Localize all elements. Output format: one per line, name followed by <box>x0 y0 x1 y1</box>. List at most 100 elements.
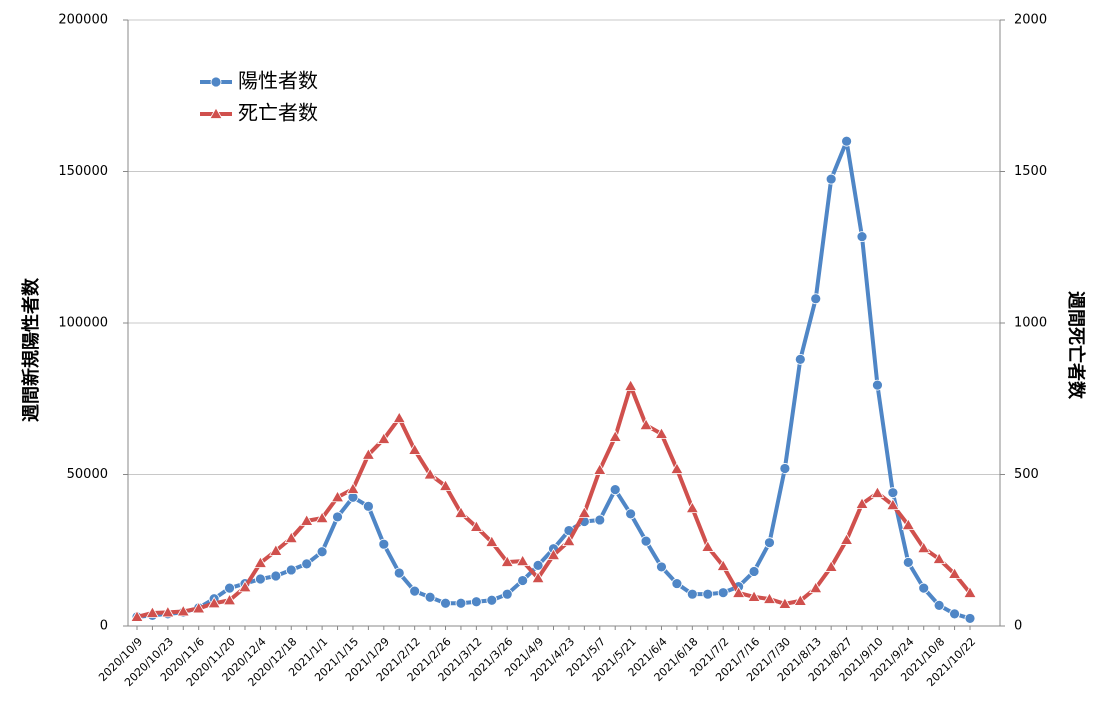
marker <box>886 498 900 511</box>
marker <box>501 588 513 600</box>
marker <box>130 610 144 622</box>
marker <box>378 538 390 550</box>
marker <box>918 582 930 594</box>
marker <box>594 514 606 526</box>
marker <box>577 506 592 518</box>
marker <box>299 514 314 526</box>
marker <box>362 500 374 512</box>
marker <box>285 564 297 576</box>
marker <box>856 231 868 243</box>
marker <box>176 604 190 617</box>
marker <box>593 463 607 475</box>
marker <box>809 581 823 594</box>
marker <box>269 544 283 556</box>
marker <box>161 605 175 618</box>
legend-marker <box>210 76 222 88</box>
marker <box>685 501 700 514</box>
marker <box>932 552 946 564</box>
marker <box>764 537 775 549</box>
marker <box>532 560 544 571</box>
marker <box>717 587 729 599</box>
y-tick-label: 150000 <box>58 164 108 179</box>
marker <box>640 535 652 547</box>
marker <box>346 482 360 494</box>
y2-tick-label: 1500 <box>1014 164 1047 179</box>
marker <box>424 591 436 603</box>
y-tick-label: 50000 <box>67 467 108 482</box>
marker <box>902 556 914 568</box>
marker <box>224 582 235 594</box>
y2-tick-label: 0 <box>1014 619 1022 634</box>
marker <box>747 590 761 602</box>
marker <box>284 531 298 544</box>
marker <box>392 411 406 424</box>
marker <box>933 599 945 611</box>
marker <box>485 535 499 547</box>
marker <box>377 432 391 444</box>
marker <box>562 534 576 547</box>
marker <box>486 594 498 606</box>
marker <box>656 561 667 573</box>
y2-tick-label: 1000 <box>1014 316 1047 331</box>
marker <box>702 588 714 600</box>
marker <box>793 594 808 606</box>
marker <box>470 596 482 608</box>
marker <box>455 597 467 609</box>
marker <box>670 462 684 474</box>
y-axis-title: 週間新規陽性者数 <box>20 277 42 422</box>
marker <box>716 559 730 571</box>
marker <box>870 486 885 498</box>
marker <box>839 533 854 545</box>
marker <box>145 606 160 618</box>
marker <box>207 596 221 609</box>
marker <box>440 597 451 609</box>
y-tick-label: 200000 <box>58 13 108 28</box>
marker <box>255 573 266 585</box>
y2-tick-label: 2000 <box>1014 13 1047 28</box>
marker <box>330 490 345 503</box>
marker <box>625 508 637 520</box>
marker <box>731 586 746 598</box>
marker <box>469 520 484 532</box>
marker <box>779 463 791 474</box>
marker <box>654 427 669 439</box>
legend-label: 陽性者数 <box>238 69 318 93</box>
marker <box>407 443 422 455</box>
marker <box>825 173 837 185</box>
marker <box>701 540 715 552</box>
marker <box>639 418 653 431</box>
marker <box>762 592 777 604</box>
marker <box>901 518 915 531</box>
marker <box>671 578 683 589</box>
marker <box>361 447 376 460</box>
marker <box>393 567 405 579</box>
marker <box>270 570 282 582</box>
marker <box>222 593 237 606</box>
y2-axis-title: 週間死亡者数 <box>1065 291 1087 400</box>
marker <box>841 135 852 147</box>
marker <box>500 555 514 567</box>
marker <box>515 554 530 567</box>
marker <box>332 511 343 523</box>
marker <box>546 548 561 560</box>
marker <box>454 506 468 518</box>
marker <box>531 571 545 584</box>
marker <box>409 585 421 597</box>
marker <box>855 497 869 509</box>
marker <box>517 575 529 586</box>
marker <box>315 511 329 524</box>
y-tick-label: 0 <box>100 619 108 634</box>
marker <box>887 487 899 499</box>
marker <box>748 566 760 577</box>
marker <box>794 353 806 365</box>
marker <box>949 608 960 620</box>
marker <box>301 558 313 570</box>
marker <box>917 541 931 554</box>
marker <box>192 601 206 614</box>
marker <box>686 588 698 600</box>
marker <box>872 379 883 391</box>
legend-label: 死亡者数 <box>238 101 318 125</box>
marker <box>316 546 328 558</box>
marker <box>824 560 838 572</box>
